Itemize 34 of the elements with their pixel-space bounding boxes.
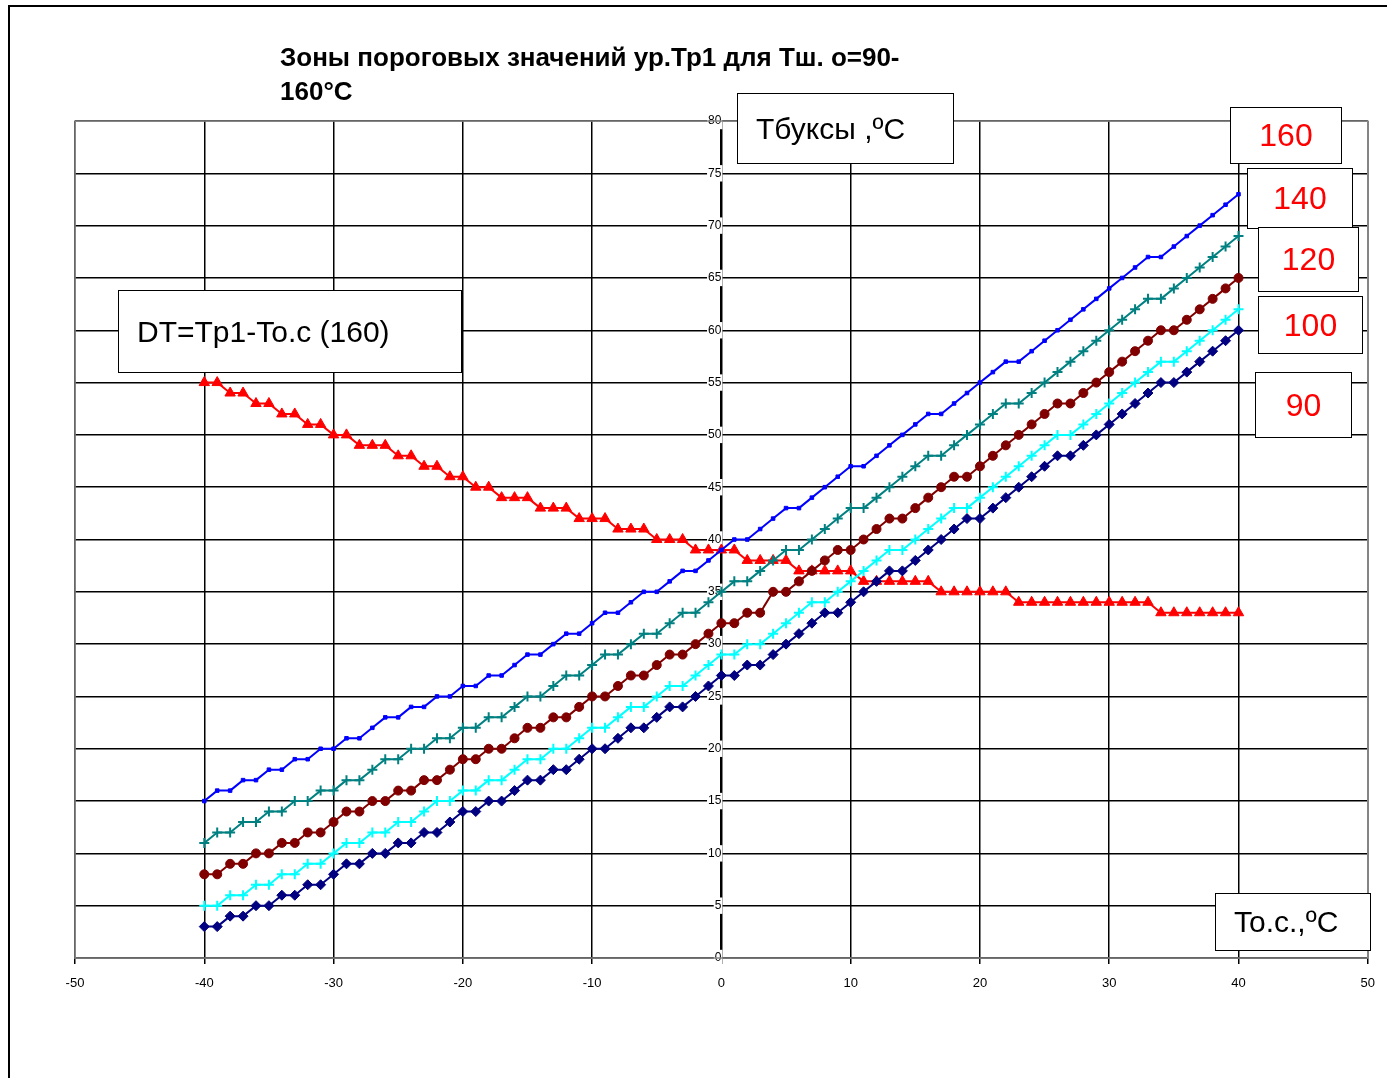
y-tick-label: 40 <box>708 531 722 546</box>
x-tick-label: 10 <box>843 975 858 991</box>
x-tick-label: -50 <box>65 975 85 991</box>
x-tick-label: 20 <box>972 975 988 991</box>
x-tick-label: -40 <box>194 975 214 991</box>
y-tick-label: 20 <box>708 741 722 756</box>
series-label: 120 <box>1258 227 1359 292</box>
text: 90 <box>1255 372 1352 438</box>
y-axis-title: Тбуксы ,ºС <box>737 93 954 164</box>
series-label: 100 <box>1258 296 1363 354</box>
y-tick-label: 5 <box>714 898 722 912</box>
x-axis-title: To.c.,ºC <box>1215 893 1371 951</box>
y-tick-label: 30 <box>708 636 722 651</box>
y-tick-label: 60 <box>708 322 722 337</box>
annotation: DT=Tp1-To.c (160) <box>118 290 462 373</box>
y-tick-label: 75 <box>708 165 722 180</box>
x-tick-label: -10 <box>582 975 602 991</box>
y-tick-label: 55 <box>708 374 722 389</box>
x-tick-label: 40 <box>1231 975 1246 991</box>
y-tick-label: 50 <box>708 427 722 442</box>
series-label: 160 <box>1230 107 1342 164</box>
y-tick-label: 0 <box>714 950 722 965</box>
x-tick-label: 30 <box>1101 975 1117 991</box>
series-label: 140 <box>1247 168 1353 229</box>
x-tick-label: 50 <box>1360 975 1375 991</box>
y-tick-label: 70 <box>708 217 722 232</box>
y-tick-label: 25 <box>708 688 722 703</box>
x-tick-label: -30 <box>324 975 343 991</box>
x-tick-label: -20 <box>453 975 473 991</box>
y-tick-label: 80 <box>708 113 722 128</box>
y-tick-label: 15 <box>708 793 722 808</box>
y-tick-label: 65 <box>708 270 722 285</box>
y-tick-label: 45 <box>708 479 722 494</box>
y-tick-label: 10 <box>708 845 722 860</box>
